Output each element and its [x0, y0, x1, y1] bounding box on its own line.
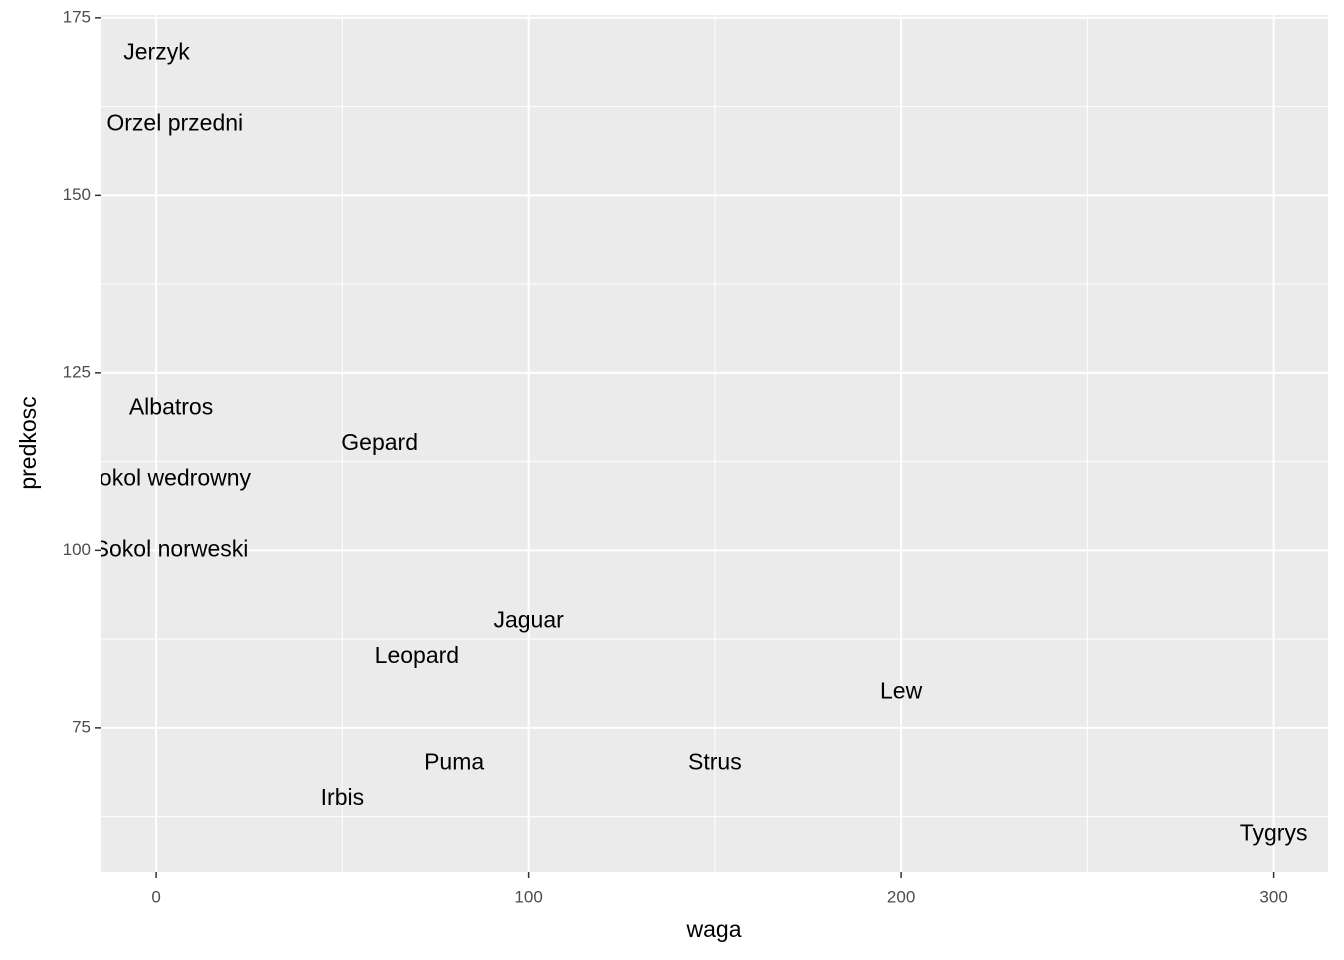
y-tick-label: 125 [63, 362, 91, 381]
point-label: Lew [880, 677, 923, 703]
point-label: Albatros [129, 393, 213, 419]
point-label: Sokol norweski [94, 535, 249, 561]
y-tick-label: 100 [63, 540, 91, 559]
x-axis-title: waga [686, 916, 742, 942]
labels: Jerzyk Orzel przedni Albatros Gepard Sokol w… [84, 38, 1308, 845]
point-label: Irbis [321, 784, 364, 810]
y-axis-title: predkosc [15, 396, 41, 489]
point-label: Strus [688, 748, 742, 774]
y-tick-label: 175 [63, 7, 91, 26]
point-label: Puma [424, 748, 484, 774]
point-label: Tygrys [1240, 819, 1308, 845]
point-label: Orzel przedni [106, 109, 243, 135]
x-tick-label: 200 [887, 887, 915, 906]
grid [101, 15, 1328, 872]
x-tick-label: 100 [514, 887, 542, 906]
point-label: Leopard [375, 642, 459, 668]
point-label: Jaguar [493, 606, 564, 632]
x-tick-label: 0 [151, 887, 160, 906]
point-label: Gepard [341, 429, 418, 455]
axes: 0 100 200 300 75 100 125 150 175 [63, 7, 1288, 906]
point-label: Sokol wedrowny [84, 464, 252, 490]
y-tick-label: 75 [72, 717, 91, 736]
point-label: Jerzyk [123, 38, 190, 64]
y-tick-label: 150 [63, 185, 91, 204]
x-tick-label: 300 [1259, 887, 1287, 906]
